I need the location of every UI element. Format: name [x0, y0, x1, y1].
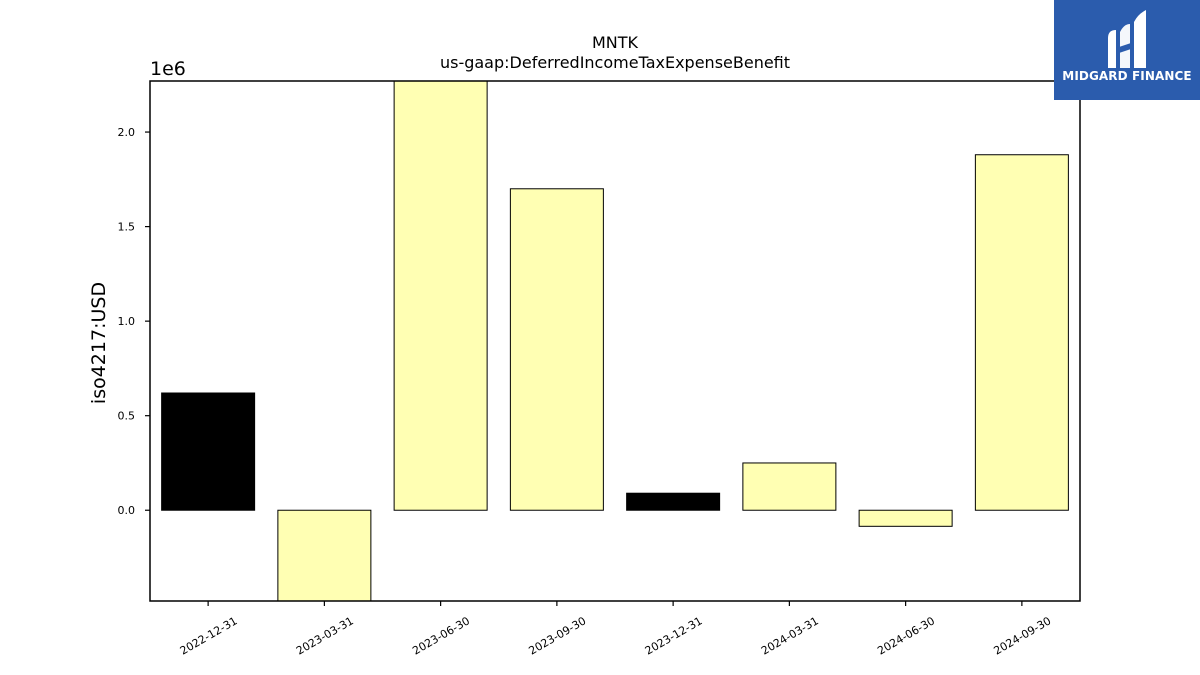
bar-2024-06-30: [858, 509, 953, 527]
x-tick-label: 2023-09-30: [527, 614, 589, 657]
x-tick-label: 2024-03-31: [759, 614, 821, 657]
y-axis-label: iso4217:USD: [88, 282, 110, 404]
bar-2023-03-31: [277, 509, 372, 602]
y-tick-label: 2.0: [118, 126, 136, 139]
bar-2023-06-30: [393, 80, 488, 511]
plot-frame: [149, 80, 1081, 602]
bar-2022-12-31: [161, 392, 256, 511]
x-tick-label: 2022-12-31: [178, 614, 240, 657]
y-scale-label: 1e6: [150, 58, 186, 80]
logo-text: MIDGARD FINANCE: [1062, 69, 1192, 83]
x-tick-label: 2024-06-30: [875, 614, 937, 657]
x-tick-label: 2023-06-30: [410, 614, 472, 657]
bar-2023-12-31: [626, 492, 721, 511]
x-tick-label: 2024-09-30: [992, 614, 1054, 657]
y-tick-label: 0.5: [118, 410, 136, 423]
bar-2024-09-30: [974, 154, 1069, 511]
y-tick-label: 0.0: [118, 504, 136, 517]
y-tick-label: 1.0: [118, 315, 136, 328]
chart-subtitle: us-gaap:DeferredIncomeTaxExpenseBenefit: [440, 53, 790, 72]
bars-layer: [161, 80, 1069, 602]
y-tick-label: 1.5: [118, 221, 136, 234]
midgard-logo-icon: [1108, 10, 1146, 68]
chart-title: MNTK: [592, 33, 639, 52]
midgard-finance-logo: MIDGARD FINANCE: [1054, 0, 1200, 100]
x-tick-label: 2023-12-31: [643, 614, 705, 657]
bar-2023-09-30: [509, 188, 604, 511]
x-tick-label: 2023-03-31: [294, 614, 356, 657]
bar-2024-03-31: [742, 462, 837, 511]
